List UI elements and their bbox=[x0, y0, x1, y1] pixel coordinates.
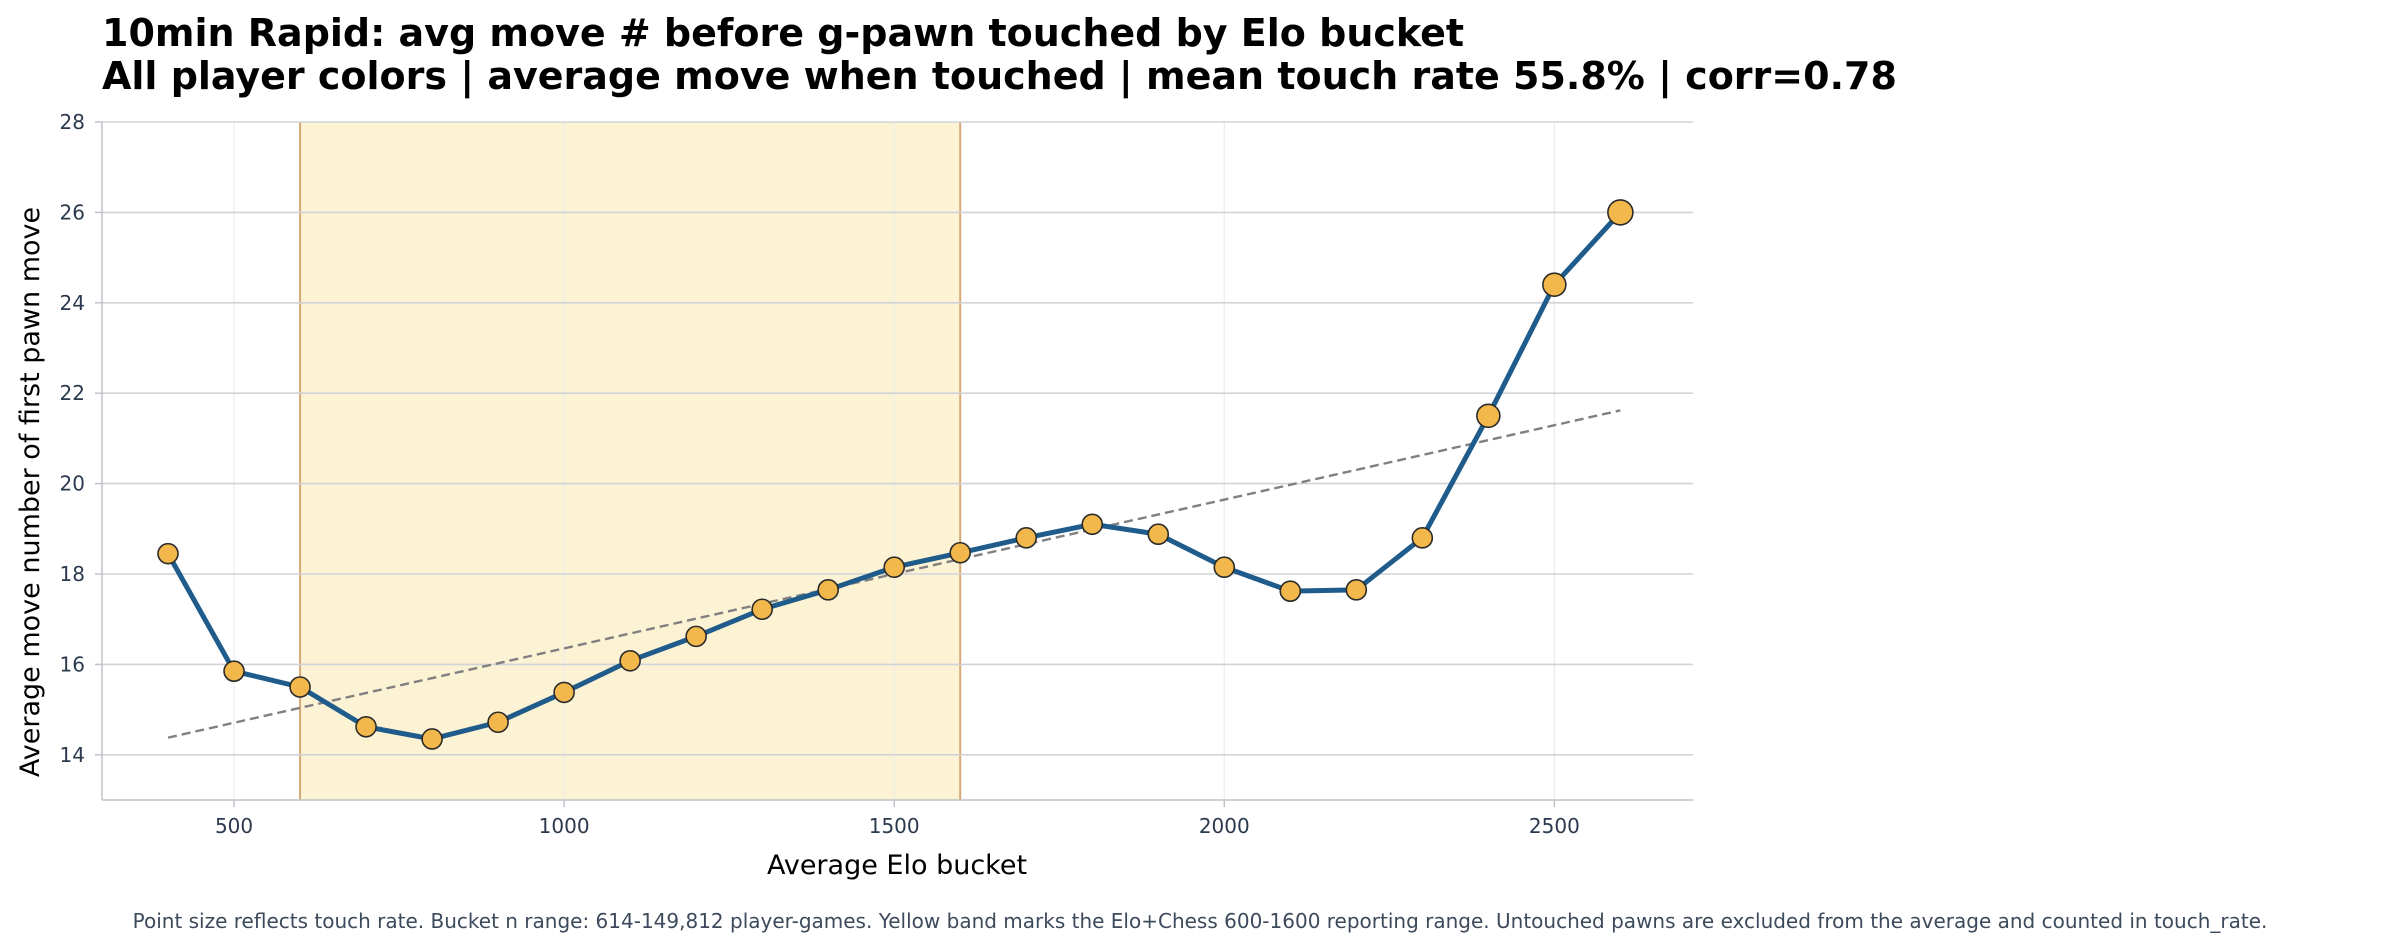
data-point bbox=[751, 598, 773, 621]
highlight-band bbox=[300, 122, 961, 800]
data-point bbox=[1015, 527, 1038, 549]
y-tick-label: 18 bbox=[60, 562, 85, 586]
data-point bbox=[487, 711, 509, 734]
data-point bbox=[1279, 580, 1302, 602]
x-tick-labels: 500 1000 1500 2000 2500 bbox=[215, 814, 1580, 838]
chart-title: 10min Rapid: avg move # before g-pawn to… bbox=[102, 11, 1464, 55]
x-axis-label: Average Elo bucket bbox=[767, 850, 1027, 881]
data-point bbox=[1147, 523, 1170, 546]
x-tick-label: 1000 bbox=[539, 814, 590, 838]
data-point bbox=[223, 660, 245, 682]
data-point bbox=[685, 625, 707, 648]
plot-area: 500 1000 1500 2000 2500 14 16 18 20 22 24 26 28 bbox=[60, 110, 1693, 838]
data-point bbox=[619, 649, 641, 672]
chart-subtitle: All player colors | average move when to… bbox=[102, 54, 1897, 99]
data-point bbox=[817, 579, 839, 601]
y-tick-label: 24 bbox=[60, 291, 85, 315]
y-axis-label: Average move number of first pawn move bbox=[15, 207, 46, 777]
data-point bbox=[1081, 513, 1104, 536]
x-tick-label: 2000 bbox=[1199, 814, 1250, 838]
data-point bbox=[553, 681, 575, 704]
series-layer bbox=[157, 199, 1634, 750]
footnote: Point size reflects touch rate. Bucket n… bbox=[133, 909, 2268, 933]
axis-layer bbox=[95, 121, 1693, 807]
data-point bbox=[1542, 272, 1567, 298]
data-point bbox=[1411, 527, 1434, 549]
data-point bbox=[1607, 199, 1634, 226]
y-tick-label: 26 bbox=[60, 200, 85, 224]
data-point bbox=[157, 542, 179, 565]
data-point bbox=[355, 715, 377, 738]
y-tick-label: 14 bbox=[60, 743, 85, 767]
x-tick-label: 500 bbox=[215, 814, 253, 838]
x-tick-label: 1500 bbox=[869, 814, 920, 838]
data-point bbox=[1476, 403, 1501, 429]
data-point bbox=[883, 556, 905, 579]
y-tick-label: 28 bbox=[60, 110, 85, 134]
data-point bbox=[421, 728, 443, 750]
data-point bbox=[1345, 579, 1368, 601]
data-point bbox=[289, 676, 311, 698]
y-tick-labels: 14 16 18 20 22 24 26 28 bbox=[60, 110, 85, 767]
data-point bbox=[949, 541, 972, 564]
data-point bbox=[1213, 556, 1236, 579]
y-tick-label: 22 bbox=[60, 381, 85, 405]
y-tick-label: 20 bbox=[60, 472, 85, 496]
grid-layer bbox=[102, 121, 1693, 800]
x-tick-label: 2500 bbox=[1529, 814, 1580, 838]
y-tick-label: 16 bbox=[60, 652, 85, 676]
highlight-band-layer bbox=[299, 122, 962, 800]
